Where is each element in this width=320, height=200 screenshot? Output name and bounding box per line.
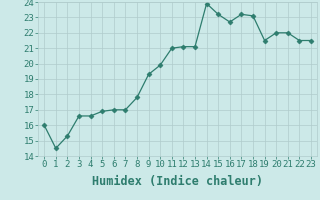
X-axis label: Humidex (Indice chaleur): Humidex (Indice chaleur)	[92, 175, 263, 188]
